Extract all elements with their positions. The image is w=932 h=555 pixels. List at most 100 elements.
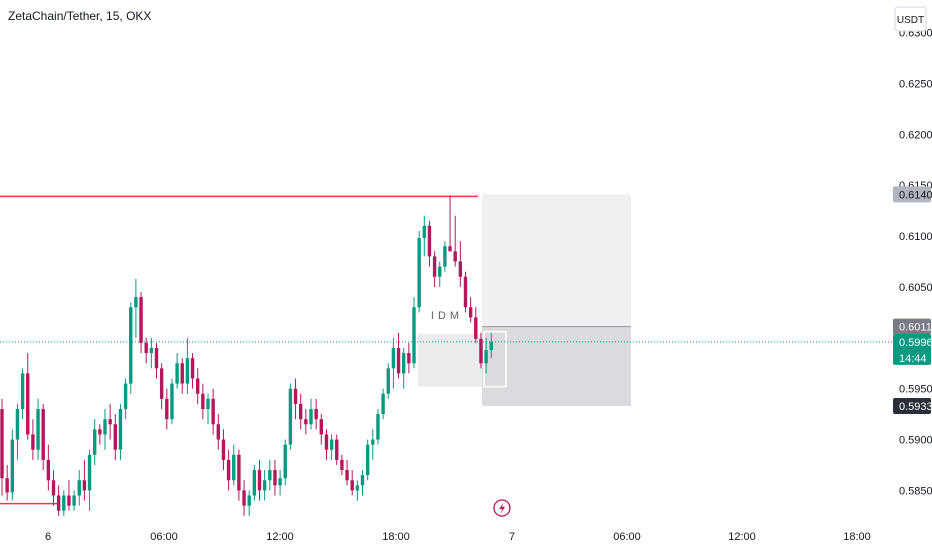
current-price-tag-label: 0.5996 (899, 337, 932, 349)
price-tick-5: 0.6050 (899, 282, 932, 294)
candle-body (283, 444, 287, 479)
candle-body (129, 307, 133, 384)
candle-body (175, 363, 179, 384)
candle-body (216, 424, 220, 440)
candle-20 (103, 409, 107, 450)
candle-body (407, 353, 411, 364)
candle-31 (159, 363, 164, 410)
candle-body (340, 459, 344, 471)
candle-11 (56, 485, 61, 516)
candle-1 (5, 464, 9, 501)
currency-button[interactable]: USDT (894, 6, 927, 32)
candle-body (93, 429, 97, 455)
candle-body (468, 307, 473, 318)
candle-body (396, 347, 401, 374)
candle-body (365, 444, 370, 476)
candle-body (345, 470, 349, 481)
candle-body (82, 480, 87, 491)
time-tick-7: 18:00 (843, 531, 871, 543)
candle-body (262, 480, 267, 491)
candle-95 (489, 332, 493, 359)
candle-body (463, 276, 468, 308)
candle-body (226, 459, 231, 481)
candle-45 (232, 444, 236, 486)
candle-25 (129, 302, 133, 394)
candle-30 (154, 342, 159, 379)
candle-79 (407, 342, 411, 374)
candle-body (335, 439, 339, 460)
candle-50 (257, 459, 262, 501)
candle-body (329, 439, 334, 450)
candle-21 (108, 403, 112, 440)
candle-65 (335, 434, 339, 465)
candle-body (324, 434, 329, 450)
entry-tag (893, 318, 931, 335)
candle-0 (0, 398, 4, 496)
price-axis[interactable]: 0.63000.62500.62000.61500.61000.60500.59… (899, 28, 932, 498)
candle-body (484, 350, 488, 364)
candle-body (103, 419, 107, 435)
candle-body (36, 409, 40, 450)
candle-body (448, 246, 452, 252)
candle-10 (51, 470, 56, 506)
candle-body (232, 454, 236, 481)
candle-84 (432, 251, 437, 287)
candle-body (360, 475, 365, 486)
annotation-idm: IDM (431, 310, 463, 322)
candle-33 (170, 378, 174, 425)
alert-icon[interactable] (493, 499, 511, 517)
candle-34 (175, 353, 179, 389)
candle-78 (402, 347, 406, 389)
candle-body (56, 495, 61, 511)
candle-8 (41, 403, 45, 471)
candle-29 (149, 337, 154, 369)
candle-76 (391, 337, 396, 389)
time-tick-4: 7 (509, 531, 515, 543)
candle-body (257, 470, 262, 491)
stop-tag-label: 0.5933 (899, 401, 932, 413)
candle-body (479, 338, 483, 364)
candle-19 (98, 424, 102, 445)
candle-body (412, 307, 416, 364)
candle-14 (72, 490, 76, 511)
candle-32 (165, 388, 169, 430)
highlight-box (483, 330, 507, 388)
candle-body (20, 373, 25, 410)
candle-89 (458, 241, 463, 287)
candle-body (268, 470, 272, 481)
candle-body (180, 363, 184, 384)
candle-body (288, 388, 293, 445)
candle-body (165, 398, 169, 420)
candle-body (474, 317, 478, 339)
currency-button-label: USDT (897, 15, 924, 26)
candle-49 (252, 464, 257, 501)
candle-body (309, 409, 313, 425)
candle-body (293, 388, 298, 404)
time-tick-2: 12:00 (266, 531, 294, 543)
candle-35 (180, 358, 184, 394)
time-axis[interactable]: 6 06:00 12:00 18:00 7 06:00 12:00 18:00 (45, 531, 871, 543)
candle-5 (26, 353, 30, 440)
candle-77 (396, 332, 401, 379)
candle-70 (360, 470, 365, 496)
candle-2 (10, 429, 14, 501)
time-tick-3: 18:00 (382, 531, 410, 543)
candle-body (139, 297, 143, 343)
candle-body (5, 478, 9, 493)
stop-zone (482, 326, 631, 406)
entry-tag-label: 0.6011 (899, 322, 932, 334)
imbalance-zone (418, 333, 482, 387)
candle-body (355, 485, 360, 491)
candle-58 (299, 393, 303, 430)
candle-body (98, 429, 102, 435)
candle-68 (350, 470, 354, 496)
candle-body (458, 261, 463, 277)
candle-7 (36, 398, 40, 460)
candle-body (443, 246, 447, 267)
candle-body (371, 439, 375, 445)
candle-body (134, 297, 138, 308)
candle-38 (196, 368, 200, 404)
candle-39 (201, 383, 205, 420)
